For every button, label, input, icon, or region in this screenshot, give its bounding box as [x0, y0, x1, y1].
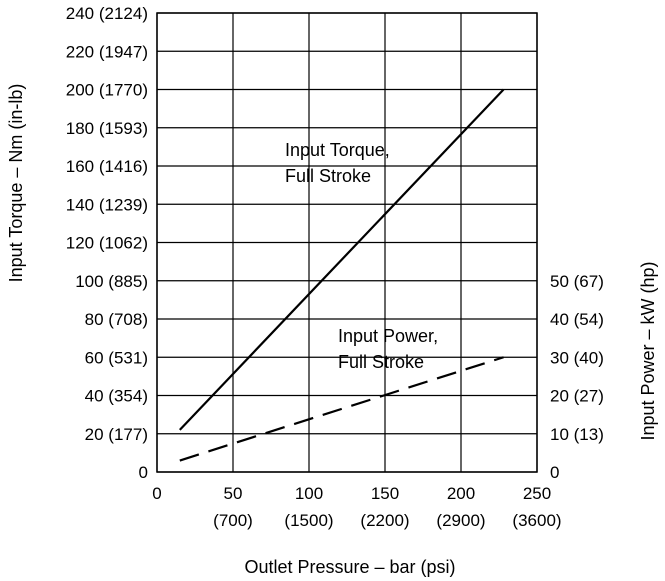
- series-lines: [179, 88, 505, 462]
- horizontal-gridlines: [157, 12, 537, 473]
- left-y-tick-4: 80 (708): [85, 310, 148, 329]
- x-tick-psi-3: (2200): [360, 511, 409, 530]
- right-y-tick-1: 10 (13): [550, 425, 604, 444]
- left-y-tick-9: 180 (1593): [66, 119, 148, 138]
- x-tick-psi-5: (3600): [512, 511, 561, 530]
- left-y-tick-5: 100 (885): [75, 272, 148, 291]
- x-tick-psi-2: (1500): [284, 511, 333, 530]
- right-y-tick-0: 0: [550, 463, 559, 482]
- left-y-tick-12: 240 (2124): [66, 4, 148, 23]
- torque-line: [179, 88, 505, 431]
- right-y-axis-label: Input Power – kW (hp): [638, 261, 658, 440]
- power-line: [179, 356, 504, 462]
- left-y-axis-label: Input Torque – Nm (in-lb): [6, 84, 26, 283]
- left-y-tick-10: 200 (1770): [66, 81, 148, 100]
- x-axis-label: Outlet Pressure – bar (psi): [244, 557, 455, 577]
- power-annotation-line1: Input Power,: [338, 326, 438, 346]
- right-y-tick-3: 30 (40): [550, 348, 604, 367]
- x-tick-psi-1: (700): [213, 511, 253, 530]
- right-y-tick-5: 50 (67): [550, 272, 604, 291]
- right-y-tick-4: 40 (54): [550, 310, 604, 329]
- x-tick-4: 200: [447, 484, 475, 503]
- left-y-tick-0: 0: [139, 463, 148, 482]
- x-tick-labels: 0 50 (700) 100 (1500) 150 (2200) 200 (2900) 250 (3…: [152, 484, 561, 530]
- left-y-tick-3: 60 (531): [85, 348, 148, 367]
- left-y-tick-8: 160 (1416): [66, 157, 148, 176]
- left-y-tick-6: 120 (1062): [66, 234, 148, 253]
- left-y-tick-labels: 0 20 (177) 40 (354) 60 (531) 80 (708) 100 (88…: [66, 4, 148, 482]
- right-y-tick-labels: 0 10 (13) 20 (27) 30 (40) 40 (54) 50 (67): [550, 272, 604, 482]
- x-tick-5: 250: [523, 484, 551, 503]
- x-tick-3: 150: [371, 484, 399, 503]
- x-tick-0: 0: [152, 484, 161, 503]
- left-y-tick-2: 40 (354): [85, 387, 148, 406]
- torque-annotation-line1: Input Torque,: [285, 140, 390, 160]
- plot-frame: [156, 12, 538, 473]
- left-y-tick-7: 140 (1239): [66, 195, 148, 214]
- left-y-tick-11: 220 (1947): [66, 42, 148, 61]
- x-tick-psi-4: (2900): [436, 511, 485, 530]
- left-y-tick-1: 20 (177): [85, 425, 148, 444]
- x-tick-1: 50: [224, 484, 243, 503]
- x-tick-2: 100: [295, 484, 323, 503]
- torque-annotation-line2: Full Stroke: [285, 166, 371, 186]
- right-y-tick-2: 20 (27): [550, 387, 604, 406]
- power-annotation-line2: Full Stroke: [338, 352, 424, 372]
